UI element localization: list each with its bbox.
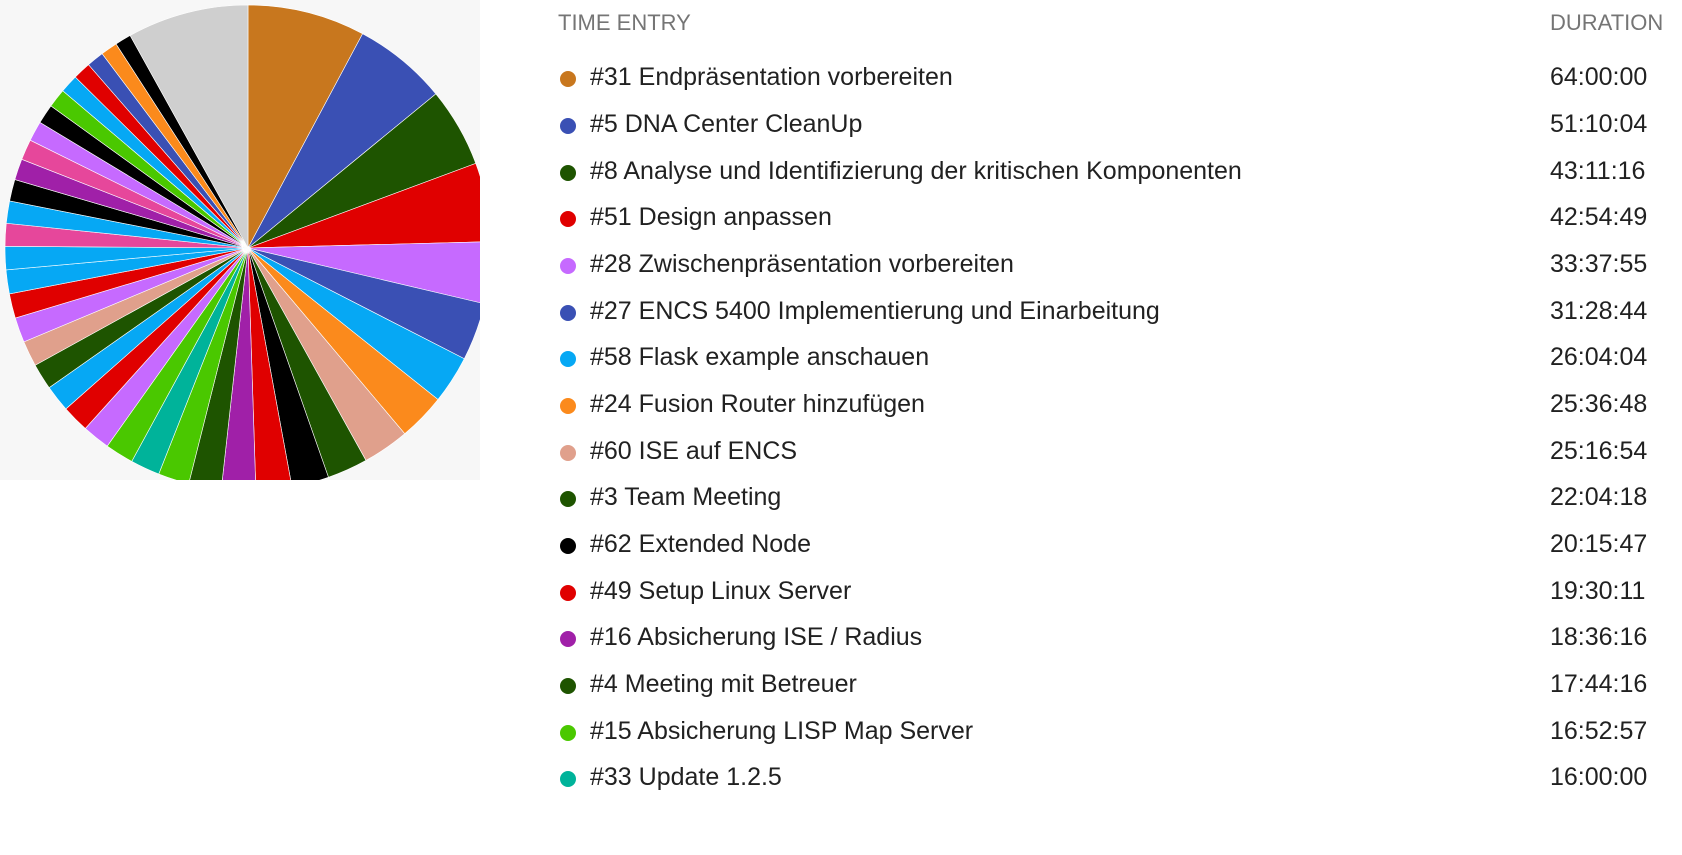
entry-label: #28 Zwischenpräsentation vorbereiten bbox=[590, 250, 1014, 278]
entry-duration: 25:16:54 bbox=[1550, 437, 1648, 465]
entry-duration: 26:04:04 bbox=[1550, 343, 1648, 371]
entry-duration: 25:36:48 bbox=[1550, 390, 1648, 418]
entry-duration: 20:15:47 bbox=[1550, 530, 1648, 558]
entry-label: #16 Absicherung ISE / Radius bbox=[590, 623, 923, 651]
legend-dot-icon bbox=[560, 71, 576, 87]
table-row[interactable]: #24 Fusion Router hinzufügen 25:36:48 bbox=[558, 379, 1682, 429]
table-row[interactable]: #62 Extended Node 20:15:47 bbox=[558, 519, 1682, 569]
legend-dot-icon bbox=[560, 351, 576, 367]
entry-label: #27 ENCS 5400 Implementierung und Einarb… bbox=[590, 297, 1160, 325]
legend-dot-icon bbox=[560, 631, 576, 647]
table-row[interactable]: #4 Meeting mit Betreuer 17:44:16 bbox=[558, 659, 1682, 709]
legend-dot-icon bbox=[560, 771, 576, 787]
entry-label: #49 Setup Linux Server bbox=[590, 577, 852, 605]
pie-slice[interactable] bbox=[129, 4, 249, 250]
table-row[interactable]: #31 Endpräsentation vorbereiten 64:00:00 bbox=[558, 52, 1682, 102]
entry-label: #5 DNA Center CleanUp bbox=[590, 110, 863, 138]
header-time-entry: TIME ENTRY bbox=[558, 10, 691, 35]
table-row[interactable]: #28 Zwischenpräsentation vorbereiten 33:… bbox=[558, 239, 1682, 289]
entry-label: #24 Fusion Router hinzufügen bbox=[590, 390, 925, 418]
table-row[interactable]: #51 Design anpassen 42:54:49 bbox=[558, 192, 1682, 242]
entry-duration: 31:28:44 bbox=[1550, 297, 1648, 325]
entry-label: #58 Flask example anschauen bbox=[590, 343, 930, 371]
pie-slice[interactable] bbox=[247, 241, 480, 304]
entry-duration: 16:52:57 bbox=[1550, 717, 1648, 745]
legend-dot-icon bbox=[560, 538, 576, 554]
header-duration: DURATION bbox=[1550, 10, 1664, 35]
legend-dot-icon bbox=[560, 445, 576, 461]
entry-duration: 16:00:00 bbox=[1550, 763, 1648, 791]
table-row[interactable]: #15 Absicherung LISP Map Server 16:52:57 bbox=[558, 706, 1682, 756]
entry-duration: 22:04:18 bbox=[1550, 483, 1648, 511]
pie-slices bbox=[4, 4, 480, 480]
entry-duration: 19:30:11 bbox=[1550, 577, 1646, 605]
entry-duration: 51:10:04 bbox=[1550, 110, 1648, 138]
legend-dot-icon bbox=[560, 398, 576, 414]
entry-label: #8 Analyse und Identifizierung der kriti… bbox=[590, 157, 1242, 185]
legend-dot-icon bbox=[560, 585, 576, 601]
pie-slice[interactable] bbox=[221, 247, 256, 480]
table-row[interactable]: #49 Setup Linux Server 19:30:11 bbox=[558, 566, 1682, 616]
entry-duration: 18:36:16 bbox=[1550, 623, 1648, 651]
table-header: TIME ENTRY DURATION bbox=[558, 0, 1682, 44]
table-row[interactable]: #58 Flask example anschauen 26:04:04 bbox=[558, 332, 1682, 382]
legend-dot-icon bbox=[560, 258, 576, 274]
entry-label: #4 Meeting mit Betreuer bbox=[590, 670, 857, 698]
pie-chart bbox=[0, 0, 480, 480]
entry-label: #15 Absicherung LISP Map Server bbox=[590, 717, 974, 745]
pie-slice[interactable] bbox=[247, 4, 364, 249]
legend-dot-icon bbox=[560, 118, 576, 134]
pie-slice[interactable] bbox=[247, 247, 329, 480]
legend-dot-icon bbox=[560, 211, 576, 227]
entry-duration: 42:54:49 bbox=[1550, 203, 1648, 231]
table-row[interactable]: #60 ISE auf ENCS 25:16:54 bbox=[558, 426, 1682, 476]
pie-slice[interactable] bbox=[247, 163, 480, 249]
legend-dot-icon bbox=[560, 305, 576, 321]
table-row[interactable]: #8 Analyse und Identifizierung der kriti… bbox=[558, 146, 1682, 196]
table-row[interactable]: #5 DNA Center CleanUp 51:10:04 bbox=[558, 99, 1682, 149]
entry-label: #60 ISE auf ENCS bbox=[590, 437, 798, 465]
table-row[interactable]: #33 Update 1.2.5 16:00:00 bbox=[558, 752, 1682, 802]
entry-duration: 43:11:16 bbox=[1550, 157, 1646, 185]
legend-dot-icon bbox=[560, 165, 576, 181]
entry-duration: 64:00:00 bbox=[1550, 63, 1648, 91]
entry-label: #31 Endpräsentation vorbereiten bbox=[590, 63, 953, 91]
pie-slice[interactable] bbox=[247, 247, 292, 480]
entry-label: #33 Update 1.2.5 bbox=[590, 763, 782, 791]
entry-duration: 17:44:16 bbox=[1550, 670, 1648, 698]
legend-dot-icon bbox=[560, 491, 576, 507]
entry-label: #51 Design anpassen bbox=[590, 203, 832, 231]
entry-duration: 33:37:55 bbox=[1550, 250, 1648, 278]
legend-dot-icon bbox=[560, 725, 576, 741]
table-row[interactable]: #27 ENCS 5400 Implementierung und Einarb… bbox=[558, 286, 1682, 336]
legend-dot-icon bbox=[560, 678, 576, 694]
entry-label: #62 Extended Node bbox=[590, 530, 812, 558]
table-row[interactable]: #3 Team Meeting 22:04:18 bbox=[558, 472, 1682, 522]
entry-label: #3 Team Meeting bbox=[590, 483, 782, 511]
table-row[interactable]: #16 Absicherung ISE / Radius 18:36:16 bbox=[558, 612, 1682, 662]
